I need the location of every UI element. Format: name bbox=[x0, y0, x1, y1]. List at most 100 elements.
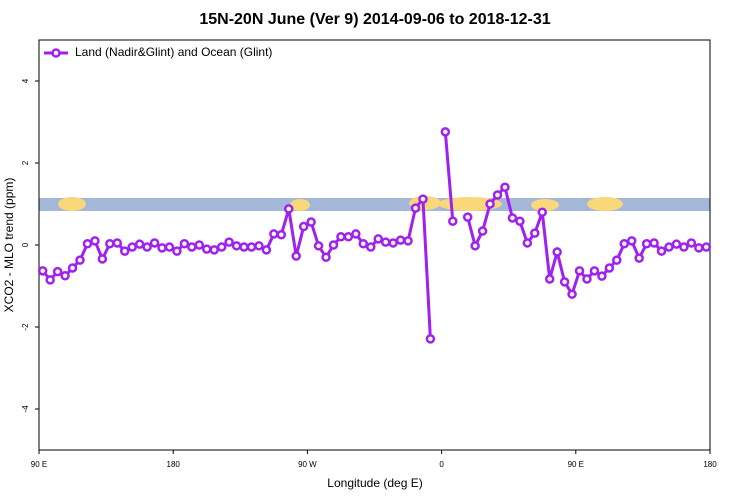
data-point bbox=[172, 246, 182, 256]
data-point bbox=[544, 274, 555, 284]
data-point bbox=[306, 217, 316, 227]
data-point bbox=[231, 241, 242, 251]
data-point bbox=[641, 239, 652, 249]
data-point bbox=[67, 263, 78, 273]
legend-marker bbox=[51, 48, 61, 58]
data-point bbox=[37, 266, 48, 276]
data-point bbox=[216, 242, 227, 252]
data-point bbox=[284, 204, 294, 214]
data-point bbox=[664, 242, 674, 252]
data-point bbox=[515, 216, 525, 226]
data-point bbox=[537, 207, 547, 217]
data-point bbox=[410, 203, 421, 213]
data-point bbox=[679, 242, 689, 252]
data-point bbox=[246, 242, 257, 252]
data-point bbox=[567, 289, 577, 299]
data-point bbox=[388, 238, 398, 248]
land-patch bbox=[587, 197, 623, 211]
data-point bbox=[366, 242, 376, 252]
data-point bbox=[52, 266, 63, 277]
x-tick-label: 180 bbox=[703, 460, 717, 469]
data-point bbox=[224, 237, 234, 247]
data-point bbox=[142, 242, 152, 252]
data-point bbox=[343, 232, 354, 242]
data-point bbox=[313, 241, 324, 251]
y-tick-label: 0 bbox=[21, 242, 30, 247]
data-point bbox=[261, 245, 272, 255]
data-point bbox=[530, 228, 540, 238]
data-point bbox=[209, 245, 219, 255]
data-point bbox=[202, 244, 212, 254]
x-tick-label: 90 W bbox=[298, 460, 317, 469]
data-point bbox=[45, 275, 55, 285]
x-tick-label: 90 E bbox=[568, 460, 584, 469]
data-point bbox=[157, 243, 167, 253]
y-tick-label: -4 bbox=[21, 405, 30, 413]
data-point bbox=[119, 246, 130, 256]
data-point bbox=[500, 182, 510, 192]
land-patch bbox=[290, 199, 310, 211]
data-point bbox=[373, 234, 383, 244]
data-point bbox=[276, 230, 287, 240]
data-point bbox=[187, 242, 197, 252]
data-point bbox=[604, 263, 615, 273]
data-point bbox=[574, 266, 585, 276]
y-tick-label: -2 bbox=[21, 323, 30, 331]
x-tick-label: 180 bbox=[167, 460, 181, 469]
y-tick-label: 4 bbox=[21, 78, 30, 83]
data-point bbox=[60, 271, 70, 281]
data-point bbox=[612, 255, 622, 265]
data-point bbox=[522, 238, 533, 248]
data-point bbox=[328, 240, 339, 250]
data-line bbox=[41, 131, 707, 339]
data-point bbox=[179, 239, 190, 249]
data-point bbox=[90, 236, 100, 246]
data-point bbox=[448, 216, 458, 226]
data-point bbox=[470, 241, 480, 251]
data-point bbox=[127, 242, 137, 252]
data-point bbox=[597, 271, 607, 281]
data-point bbox=[559, 277, 570, 287]
data-point bbox=[321, 252, 331, 263]
data-point bbox=[634, 253, 644, 263]
data-point bbox=[351, 229, 361, 239]
data-point bbox=[589, 266, 600, 276]
data-point bbox=[656, 246, 667, 256]
data-point bbox=[694, 243, 704, 253]
legend-label: Land (Nadir&Glint) and Ocean (Glint) bbox=[75, 45, 272, 59]
land-patch bbox=[438, 197, 502, 211]
data-point bbox=[552, 247, 562, 257]
data-point bbox=[492, 190, 503, 200]
data-point bbox=[358, 239, 369, 249]
data-point bbox=[291, 251, 301, 261]
data-point bbox=[380, 237, 391, 247]
data-point bbox=[134, 239, 145, 249]
data-point bbox=[686, 238, 697, 248]
data-point bbox=[82, 239, 93, 249]
data-point bbox=[395, 235, 406, 245]
data-point bbox=[149, 238, 160, 248]
data-point bbox=[619, 239, 630, 249]
data-point bbox=[239, 242, 249, 252]
land-patch bbox=[531, 199, 559, 211]
data-point bbox=[649, 238, 659, 248]
data-point bbox=[298, 221, 309, 232]
data-point bbox=[254, 241, 264, 251]
y-axis-label: XCO2 - MLO trend (ppm) bbox=[2, 178, 16, 313]
data-point bbox=[336, 232, 346, 242]
data-point bbox=[477, 226, 488, 236]
data-point bbox=[485, 199, 495, 209]
x-tick-label: 90 E bbox=[31, 460, 47, 469]
data-point bbox=[582, 274, 592, 284]
data-point bbox=[105, 239, 115, 249]
x-tick-label: 0 bbox=[439, 460, 444, 469]
data-point bbox=[418, 194, 428, 204]
background-map bbox=[39, 196, 710, 211]
data-point bbox=[164, 242, 175, 252]
land-patch bbox=[58, 197, 86, 211]
data-point bbox=[194, 240, 205, 250]
data-point bbox=[626, 236, 637, 246]
data-point bbox=[507, 213, 518, 223]
data-point bbox=[671, 239, 682, 249]
data-point bbox=[269, 229, 279, 239]
